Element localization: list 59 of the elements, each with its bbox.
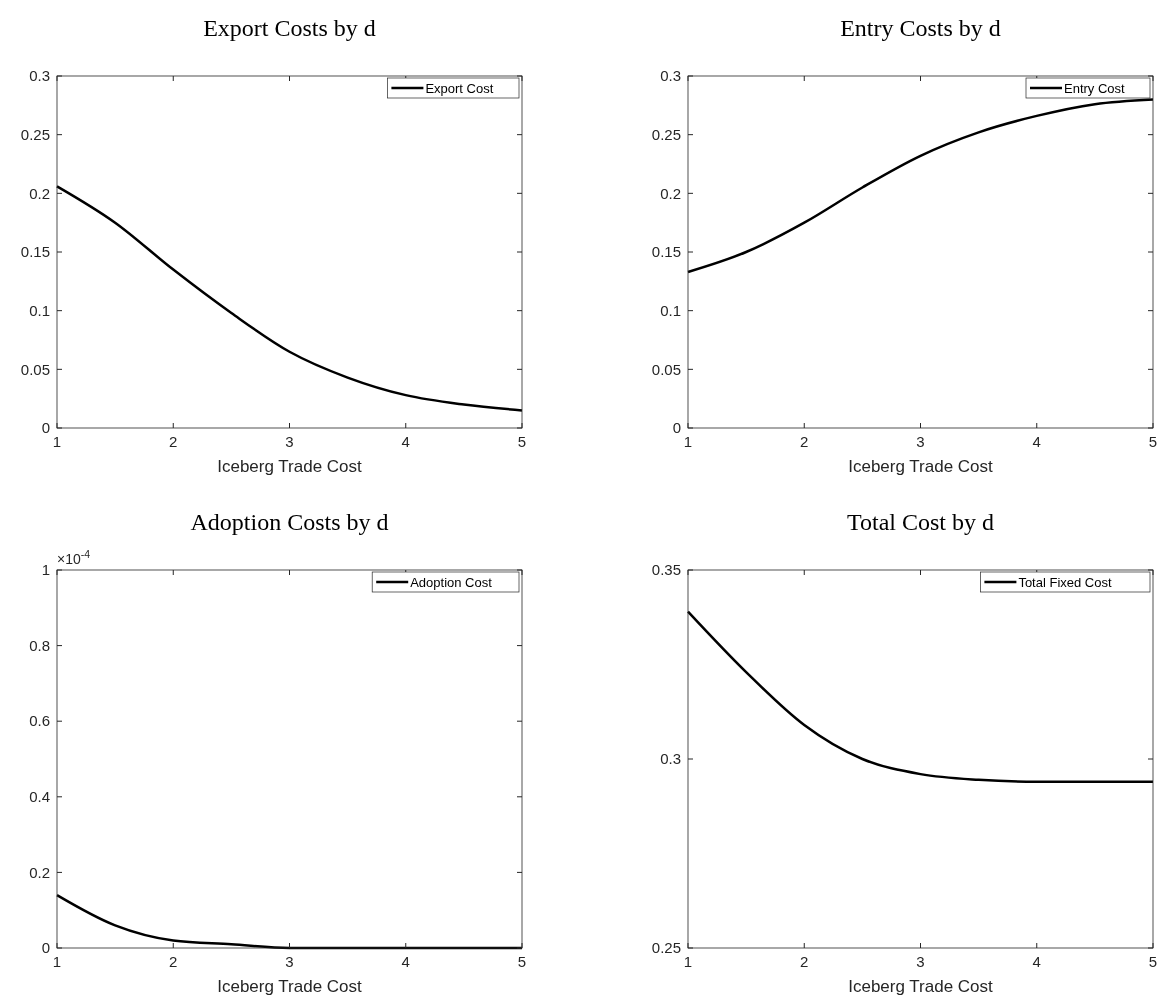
x-tick-label: 4 <box>1032 953 1041 970</box>
y-tick-label: 0.3 <box>660 67 681 85</box>
y-tick-label: 0.15 <box>20 243 50 261</box>
y-tick-label: 0.2 <box>29 863 50 881</box>
y-tick-label: 0 <box>41 939 50 957</box>
y-tick-label: 0.15 <box>651 243 681 261</box>
x-tick-label: 1 <box>683 953 693 970</box>
y-tick-label: 0.1 <box>660 301 681 319</box>
y-tick-label: 0.8 <box>29 636 50 654</box>
y-tick-label: 0.3 <box>29 67 50 85</box>
y-tick-label: 0.3 <box>660 750 681 768</box>
x-tick-label: 4 <box>401 433 410 450</box>
y-tick-label: 0.25 <box>651 939 681 957</box>
x-tick-label: 4 <box>401 953 410 970</box>
y-tick-label: 0.2 <box>29 184 50 202</box>
y-tick-label: 0.1 <box>29 301 50 319</box>
x-tick-label: 5 <box>1148 433 1158 450</box>
x-tick-label: 3 <box>916 953 925 970</box>
line-series <box>55 185 524 412</box>
x-axis-title: Iceberg Trade Cost <box>848 457 994 476</box>
x-tick-label: 5 <box>1148 953 1158 970</box>
x-tick-label: 5 <box>517 953 527 970</box>
x-tick-label: 3 <box>916 433 925 450</box>
y-tick-label: 0.4 <box>29 788 50 806</box>
y-tick-label: 0.05 <box>20 360 50 378</box>
x-tick-label: 1 <box>683 433 693 450</box>
y-tick-label: 0.6 <box>29 712 50 730</box>
x-tick-label: 3 <box>285 953 294 970</box>
y-tick-label: 0.05 <box>651 360 681 378</box>
x-tick-label: 2 <box>169 433 178 450</box>
x-axis-title: Iceberg Trade Cost <box>848 977 994 996</box>
chart-title: Total Cost by d <box>847 509 994 535</box>
y-tick-label: 0.25 <box>651 125 681 143</box>
text: ×10$^{-4}$ <box>57 548 91 567</box>
legend-label: Entry Cost <box>1064 80 1126 96</box>
y-tick-label: 0 <box>41 419 50 437</box>
y-tick-label: 1 <box>41 561 50 579</box>
line-series <box>686 610 1155 783</box>
x-tick-label: 3 <box>285 433 294 450</box>
chart-title: Entry Costs by d <box>840 15 1001 41</box>
legend-label: Adoption Cost <box>410 574 493 590</box>
y-tick-label: 0 <box>672 419 681 437</box>
legend-label: Total Fixed Cost <box>1018 574 1112 590</box>
legend-label: Export Cost <box>425 80 494 96</box>
chart-title: Adoption Costs by d <box>190 509 389 535</box>
chart-title: Export Costs by d <box>203 15 376 41</box>
x-axis-title: Iceberg Trade Cost <box>217 457 363 476</box>
y-tick-label: 0.2 <box>660 184 681 202</box>
x-tick-label: 2 <box>800 433 809 450</box>
x-axis-title: Iceberg Trade Cost <box>217 977 363 996</box>
y-tick-label: 0.25 <box>20 125 50 143</box>
x-tick-label: 1 <box>52 433 62 450</box>
y-tick-label: 0.35 <box>651 561 681 579</box>
x-tick-label: 2 <box>169 953 178 970</box>
x-tick-label: 5 <box>517 433 527 450</box>
x-tick-label: 1 <box>52 953 62 970</box>
x-tick-label: 2 <box>800 953 809 970</box>
line-series <box>686 98 1155 274</box>
x-tick-label: 4 <box>1032 433 1041 450</box>
